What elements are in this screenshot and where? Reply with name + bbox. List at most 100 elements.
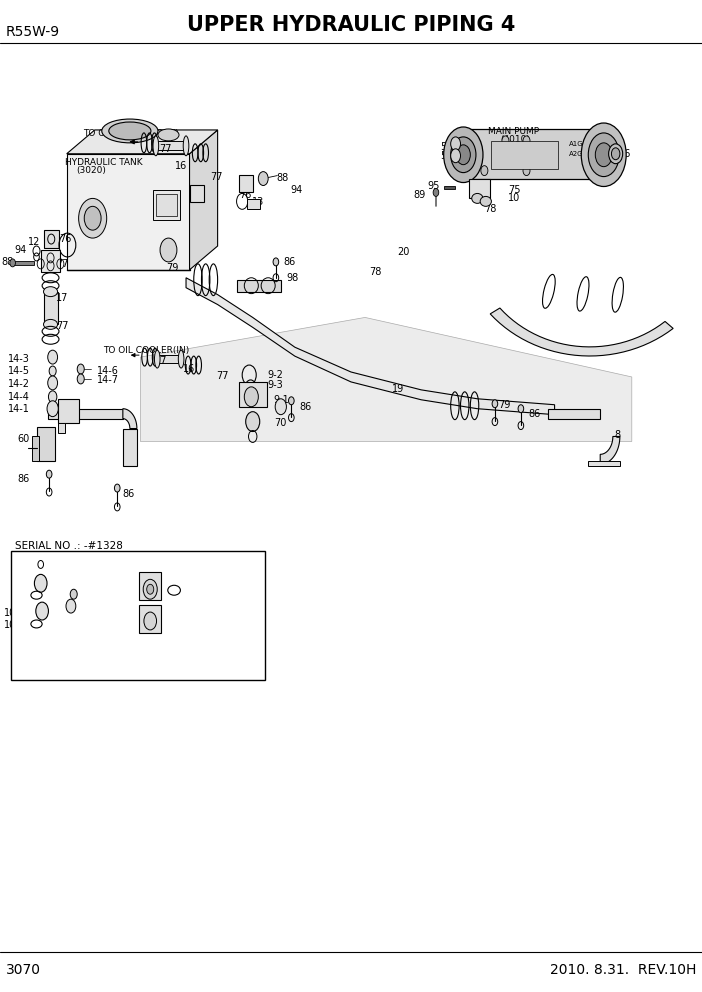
Polygon shape: [32, 436, 39, 461]
Polygon shape: [548, 409, 600, 419]
Bar: [139, 605, 161, 633]
Text: 14-7: 14-7: [97, 375, 119, 385]
Text: 14-3: 14-3: [8, 354, 29, 364]
Polygon shape: [237, 280, 281, 292]
Circle shape: [79, 198, 107, 238]
Text: 13: 13: [251, 197, 264, 207]
Text: 77: 77: [210, 172, 223, 182]
Text: 88: 88: [2, 257, 14, 267]
Circle shape: [49, 366, 56, 376]
Circle shape: [451, 137, 476, 173]
Text: HYDRAULIC TANK: HYDRAULIC TANK: [65, 158, 143, 168]
Text: 101: 101: [4, 620, 22, 630]
Text: 14-4: 14-4: [8, 392, 29, 402]
Text: A3G: A3G: [463, 141, 478, 147]
Text: 17: 17: [56, 293, 69, 303]
Text: 14-6: 14-6: [97, 366, 119, 376]
Polygon shape: [41, 633, 70, 642]
Text: TO OIL COOLER(IN): TO OIL COOLER(IN): [103, 345, 190, 355]
Polygon shape: [161, 640, 176, 654]
Text: 76: 76: [239, 190, 252, 200]
Bar: [139, 572, 161, 600]
Bar: [153, 190, 180, 220]
Polygon shape: [70, 652, 83, 665]
Circle shape: [160, 238, 177, 262]
Polygon shape: [600, 436, 620, 464]
Circle shape: [523, 166, 530, 176]
Circle shape: [456, 145, 470, 165]
Text: (4010): (4010): [501, 135, 531, 145]
Circle shape: [611, 148, 620, 160]
Bar: [58, 423, 65, 433]
Text: (3020): (3020): [76, 166, 106, 176]
Circle shape: [143, 579, 157, 599]
Bar: [156, 194, 177, 216]
Circle shape: [48, 376, 58, 390]
Text: 79: 79: [498, 400, 511, 410]
Text: 98: 98: [286, 273, 298, 283]
Text: 12: 12: [28, 237, 41, 247]
Circle shape: [114, 484, 120, 492]
Circle shape: [36, 602, 48, 620]
Polygon shape: [450, 141, 461, 147]
Polygon shape: [490, 309, 673, 356]
Circle shape: [66, 599, 76, 613]
Text: 77: 77: [56, 259, 69, 269]
Text: 86: 86: [123, 489, 135, 499]
Circle shape: [84, 206, 101, 230]
Ellipse shape: [480, 196, 491, 206]
Text: 14: 14: [11, 634, 22, 644]
Text: A2G: A2G: [569, 151, 583, 157]
Text: 9: 9: [176, 622, 182, 632]
Polygon shape: [37, 427, 55, 461]
Bar: [58, 399, 79, 423]
Bar: [239, 175, 253, 192]
Text: PPG: PPG: [463, 151, 477, 157]
Text: 56: 56: [618, 149, 630, 159]
Polygon shape: [444, 186, 455, 189]
Circle shape: [609, 144, 623, 164]
Polygon shape: [190, 130, 218, 270]
Circle shape: [47, 401, 58, 417]
Circle shape: [246, 412, 260, 432]
Text: 89: 89: [414, 190, 426, 200]
Text: UPPER HYDRAULIC PIPING 4: UPPER HYDRAULIC PIPING 4: [187, 15, 515, 35]
Ellipse shape: [44, 319, 58, 329]
Circle shape: [451, 137, 461, 151]
Ellipse shape: [44, 287, 58, 297]
Circle shape: [34, 574, 47, 592]
Polygon shape: [157, 355, 181, 363]
Polygon shape: [450, 153, 461, 159]
Polygon shape: [81, 632, 139, 643]
Circle shape: [523, 136, 530, 146]
Text: 94: 94: [15, 245, 27, 255]
Polygon shape: [13, 261, 34, 265]
Circle shape: [433, 188, 439, 196]
Bar: [469, 179, 490, 198]
Text: A1G: A1G: [569, 141, 583, 147]
Circle shape: [46, 470, 52, 478]
Bar: [190, 185, 204, 202]
Circle shape: [588, 133, 619, 177]
Polygon shape: [460, 129, 611, 179]
Text: 57: 57: [440, 142, 453, 152]
Polygon shape: [67, 154, 190, 270]
Text: 74: 74: [173, 584, 185, 594]
Circle shape: [48, 350, 58, 364]
Text: 86: 86: [18, 474, 29, 484]
Text: MAIN PUMP: MAIN PUMP: [488, 127, 539, 137]
Text: 14-2: 14-2: [8, 379, 29, 389]
Text: 75: 75: [508, 186, 521, 195]
Text: 5: 5: [20, 579, 27, 589]
Bar: [41, 250, 60, 272]
Text: 9-3: 9-3: [267, 380, 283, 390]
Circle shape: [273, 258, 279, 266]
Circle shape: [518, 405, 524, 413]
Text: 14-1: 14-1: [8, 404, 29, 414]
Circle shape: [258, 172, 268, 186]
Ellipse shape: [153, 136, 159, 156]
Text: R55W-9: R55W-9: [6, 25, 60, 39]
Ellipse shape: [109, 122, 151, 140]
Circle shape: [77, 374, 84, 384]
Text: 94: 94: [79, 601, 91, 611]
